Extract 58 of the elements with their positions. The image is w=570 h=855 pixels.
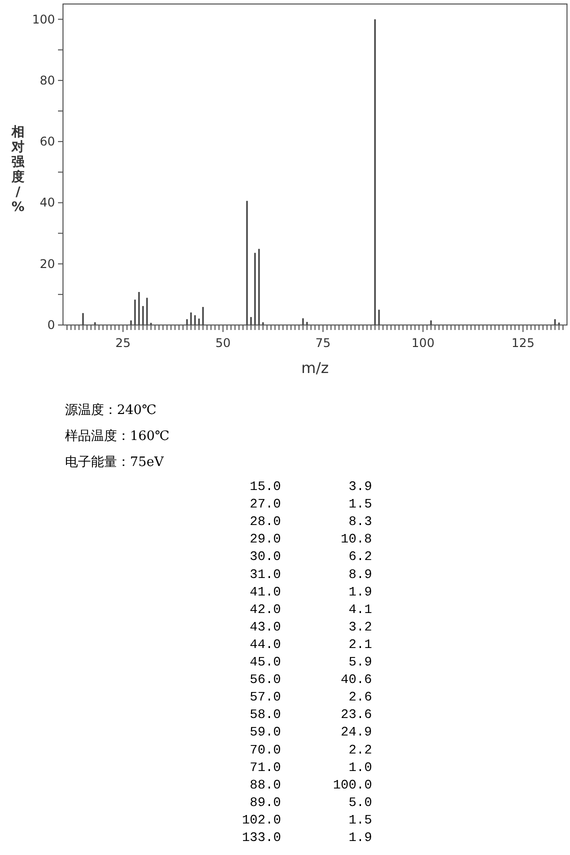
data-label: 5.0 xyxy=(348,794,372,810)
y-tick-label: 60 xyxy=(40,134,55,149)
category-label: 15.0 xyxy=(250,479,281,494)
data-label: 2.6 xyxy=(348,690,372,705)
x-tick-label: 75 xyxy=(315,336,331,350)
text: 样品温度：160℃ xyxy=(65,428,170,444)
category-label: 70.0 xyxy=(250,742,281,758)
data-label: 3.2 xyxy=(348,619,372,634)
y-tick-label: 40 xyxy=(40,196,55,210)
category-label: 42.0 xyxy=(250,602,281,617)
category-label: 133.0 xyxy=(242,830,281,845)
data-label: 8.3 xyxy=(348,514,372,530)
data-label: 2.2 xyxy=(348,742,372,758)
x-tick-label: 25 xyxy=(115,336,131,350)
x-tick-label: 50 xyxy=(215,336,231,350)
category-label: 44.0 xyxy=(250,636,281,652)
data-label: 23.6 xyxy=(340,707,372,722)
data-label: 1.9 xyxy=(348,584,372,600)
data-label: 6.2 xyxy=(348,549,372,564)
y-tick-label: 100 xyxy=(32,12,55,26)
category-label: 56.0 xyxy=(250,672,281,688)
x-tick-label: 125 xyxy=(512,336,534,350)
data-label: 40.6 xyxy=(340,672,372,688)
data-label: 3.9 xyxy=(348,479,372,494)
data-label: 10.8 xyxy=(340,532,372,547)
y-tick-label: 80 xyxy=(40,73,55,88)
category-label: 89.0 xyxy=(250,794,281,810)
category-label: 59.0 xyxy=(250,724,281,740)
y-tick-label: 20 xyxy=(40,256,55,271)
data-label: 1.9 xyxy=(348,830,372,845)
x-axis-title: m/z xyxy=(301,359,329,377)
data-label: 1.5 xyxy=(348,812,372,828)
category-label: 102.0 xyxy=(242,812,281,828)
category-label: 28.0 xyxy=(250,514,281,530)
category-label: 71.0 xyxy=(250,760,281,775)
category-label: 43.0 xyxy=(250,619,281,634)
category-label: 41.0 xyxy=(250,584,281,600)
category-label: 29.0 xyxy=(250,532,281,547)
category-label: 45.0 xyxy=(250,654,281,670)
data-label: 1.5 xyxy=(348,496,372,512)
text: 源温度：240℃ xyxy=(65,402,156,418)
category-label: 30.0 xyxy=(250,549,281,564)
text: 电子能量：75eV xyxy=(65,455,164,470)
category-label: 31.0 xyxy=(250,566,281,582)
data-label: 1.0 xyxy=(348,760,372,775)
category-label: 27.0 xyxy=(250,496,281,512)
category-label: 88.0 xyxy=(250,777,281,792)
y-tick-label: 0 xyxy=(47,318,55,332)
data-label: 5.9 xyxy=(348,654,372,670)
data-label: 4.1 xyxy=(348,602,372,617)
x-tick-label: 100 xyxy=(412,336,434,350)
data-label: 8.9 xyxy=(348,566,372,582)
data-label: 2.1 xyxy=(348,636,372,652)
data-label: 24.9 xyxy=(340,724,372,740)
category-label: 58.0 xyxy=(250,707,281,722)
y-axis-title: 相对强度/% xyxy=(10,125,26,215)
data-label: 100.0 xyxy=(332,777,372,792)
category-label: 57.0 xyxy=(250,690,281,705)
